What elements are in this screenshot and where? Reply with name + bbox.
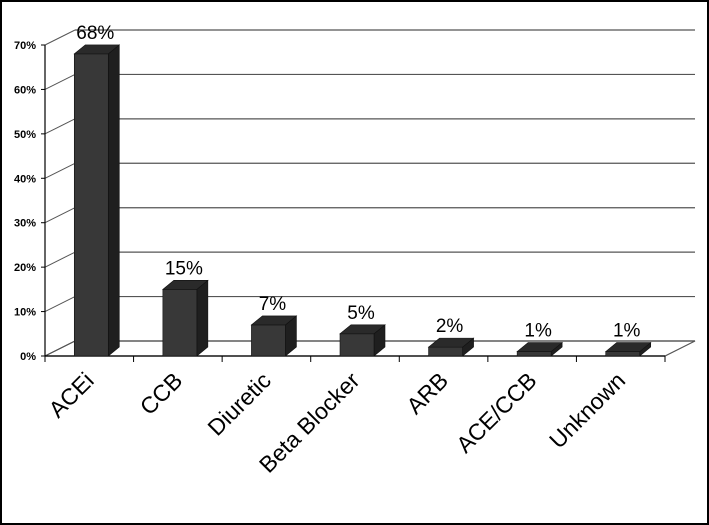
bar-top — [73, 44, 121, 55]
bar-side — [107, 44, 120, 357]
data-label: 2% — [436, 316, 464, 337]
y-tick-label: 50% — [14, 129, 36, 141]
x-tick-label: ACEi — [43, 367, 98, 422]
y-tick-label: 0% — [20, 351, 36, 363]
data-label: 1% — [613, 321, 641, 342]
bar — [339, 333, 375, 357]
bar — [605, 351, 641, 357]
x-tick-label: Diuretic — [202, 367, 276, 441]
gridline-diagonal — [44, 29, 76, 46]
y-tick-label: 40% — [14, 173, 36, 185]
bar — [73, 53, 109, 357]
bar-top — [162, 280, 209, 290]
data-label: 15% — [165, 258, 203, 279]
data-label: 7% — [259, 294, 287, 315]
gridline-diagonal — [44, 162, 76, 179]
x-tick-label: ARB — [401, 367, 453, 419]
data-label: 68% — [76, 23, 114, 44]
y-tick-label: 70% — [14, 40, 36, 52]
bar-side — [196, 279, 209, 357]
y-tick-label: 10% — [14, 307, 36, 319]
x-tick-label: CCB — [135, 367, 188, 420]
y-tick-label: 30% — [14, 218, 36, 230]
x-tick-label: Unknown — [544, 367, 630, 453]
bar — [251, 324, 286, 357]
y-tick-label: 60% — [14, 84, 36, 96]
gridline-diagonal — [44, 73, 76, 90]
data-label: 1% — [524, 321, 552, 342]
x-tick-label: ACE/CCB — [451, 367, 542, 458]
y-tick-label: 20% — [14, 262, 36, 274]
gridline-diagonal — [44, 251, 76, 268]
gridline-diagonal — [44, 296, 76, 313]
bar — [516, 351, 552, 357]
gridline-diagonal — [44, 207, 76, 224]
bar-top — [339, 324, 386, 335]
bar-top — [250, 315, 298, 326]
bar — [428, 346, 463, 357]
bar-top — [604, 342, 652, 352]
bar — [162, 289, 198, 357]
bar-top — [516, 342, 563, 352]
data-label: 5% — [347, 303, 375, 324]
bar-top — [427, 337, 475, 348]
gridline-diagonal — [44, 118, 76, 135]
